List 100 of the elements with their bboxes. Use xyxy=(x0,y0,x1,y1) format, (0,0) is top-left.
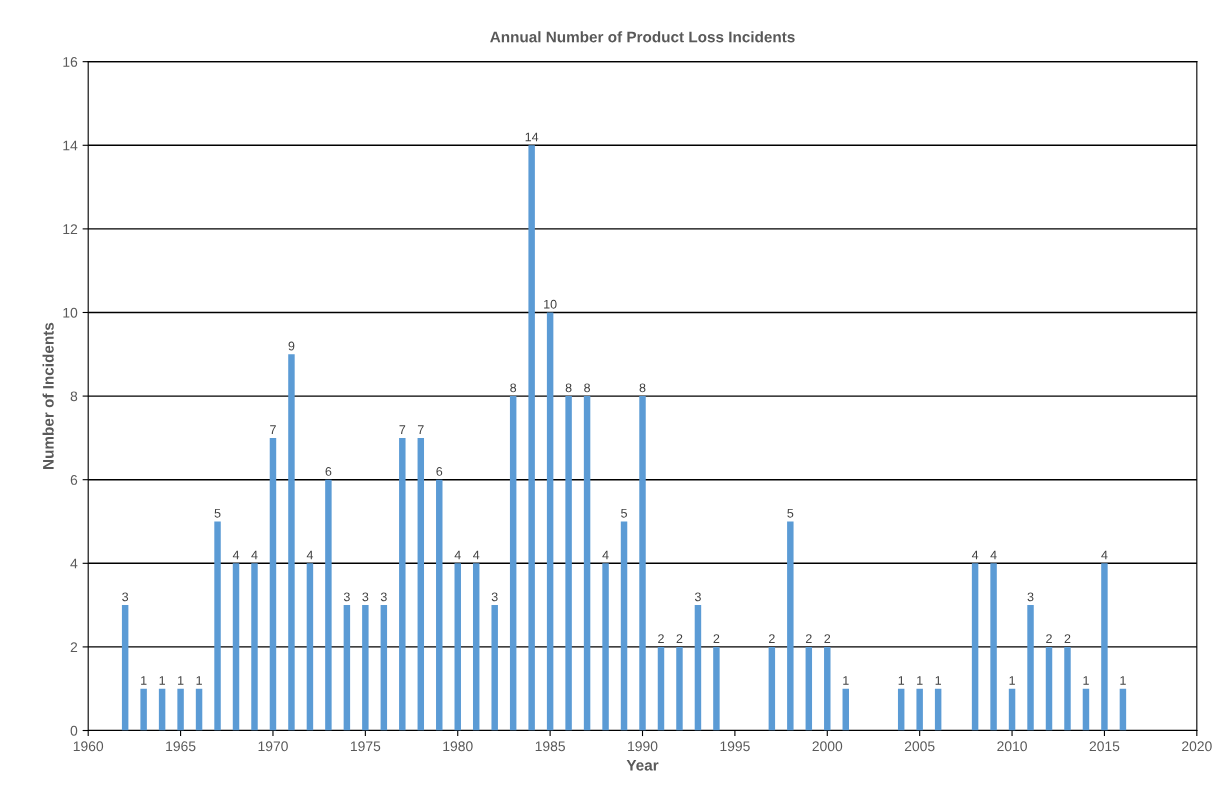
data-label: 7 xyxy=(270,425,276,434)
data-label: 4 xyxy=(1101,550,1108,560)
bar xyxy=(639,396,646,731)
data-label: 6 xyxy=(325,466,332,476)
y-tick-label: 6 xyxy=(70,475,78,485)
x-tick-label: 2010 xyxy=(997,741,1027,752)
bar xyxy=(362,605,369,731)
bar xyxy=(417,437,425,731)
bar xyxy=(509,396,517,731)
bar xyxy=(528,145,535,731)
bar xyxy=(805,646,813,731)
bar xyxy=(787,521,794,731)
data-label: 4 xyxy=(990,550,997,560)
bar xyxy=(177,688,184,731)
bar xyxy=(713,646,720,731)
data-label: 4 xyxy=(454,550,461,560)
bar xyxy=(1119,688,1127,731)
data-label: 5 xyxy=(621,508,627,518)
y-tick-label: 10 xyxy=(63,307,78,318)
data-label: 1 xyxy=(159,676,165,685)
data-label: 1 xyxy=(1120,676,1126,685)
chart-title: Annual Number of Product Loss Incidents xyxy=(490,31,795,43)
y-tick-label: 0 xyxy=(70,725,78,736)
bar xyxy=(1101,563,1108,731)
x-tick-label: 1970 xyxy=(258,741,288,752)
x-axis-title: Year xyxy=(626,759,659,771)
x-tick-label: 2015 xyxy=(1089,741,1120,752)
bar xyxy=(343,605,351,731)
x-tick-label: 1985 xyxy=(535,741,565,752)
data-label: 4 xyxy=(306,550,314,560)
data-label: 1 xyxy=(917,676,923,685)
bar xyxy=(436,479,443,731)
x-tick-label: 2000 xyxy=(812,741,843,752)
data-label: 1 xyxy=(196,676,202,685)
data-label: 8 xyxy=(510,383,517,393)
data-label: 3 xyxy=(362,592,369,602)
data-label: 1 xyxy=(935,676,942,685)
data-label: 6 xyxy=(436,466,443,476)
data-label: 2 xyxy=(1046,634,1052,643)
bar xyxy=(1082,688,1090,731)
data-label: 3 xyxy=(380,592,387,602)
data-label: 2 xyxy=(658,634,664,643)
data-label: 3 xyxy=(694,592,701,602)
x-tick-label: 1980 xyxy=(443,741,473,752)
data-label: 2 xyxy=(713,634,720,643)
x-tick-label: 1960 xyxy=(73,741,104,752)
bar xyxy=(491,605,498,731)
y-axis-title: Number of Incidents xyxy=(42,322,54,469)
bar xyxy=(897,688,905,731)
bar xyxy=(325,479,332,731)
x-tick-label: 1965 xyxy=(166,741,196,752)
data-label: 7 xyxy=(399,425,406,434)
data-label: 7 xyxy=(417,425,424,434)
data-label: 8 xyxy=(639,383,646,393)
y-tick-label: 12 xyxy=(63,224,78,234)
data-label: 4 xyxy=(232,550,240,560)
bar xyxy=(399,437,406,731)
data-label: 1 xyxy=(141,676,147,685)
bar xyxy=(824,646,831,731)
bar xyxy=(288,354,295,731)
data-label: 4 xyxy=(473,550,480,560)
bar xyxy=(934,688,942,731)
data-label: 3 xyxy=(1027,592,1034,602)
bar xyxy=(380,605,388,731)
bar xyxy=(251,563,258,731)
bar xyxy=(158,688,166,731)
bar xyxy=(306,563,314,731)
data-label: 2 xyxy=(676,634,683,643)
data-label: 4 xyxy=(602,550,609,560)
data-label: 8 xyxy=(584,383,591,393)
bar xyxy=(269,437,277,731)
data-label: 3 xyxy=(122,592,129,602)
y-tick-label: 2 xyxy=(70,642,78,652)
bar xyxy=(1008,688,1016,731)
bar xyxy=(214,521,221,731)
data-label: 8 xyxy=(565,383,572,393)
data-label: 3 xyxy=(491,592,498,602)
bar xyxy=(195,688,203,731)
bar xyxy=(916,688,923,731)
data-label: 3 xyxy=(343,592,350,602)
data-label: 9 xyxy=(288,341,295,351)
data-label: 4 xyxy=(971,550,979,560)
bar xyxy=(768,646,776,731)
y-tick-label: 8 xyxy=(70,391,78,402)
y-tick-label: 14 xyxy=(63,140,78,151)
data-label: 1 xyxy=(1083,676,1089,685)
bar xyxy=(620,521,628,731)
bar xyxy=(694,605,702,731)
y-tick-label: 4 xyxy=(70,558,78,569)
data-label: 1 xyxy=(843,676,849,685)
data-label: 2 xyxy=(769,634,775,643)
x-tick-label: 1990 xyxy=(628,741,658,752)
bar xyxy=(583,396,591,731)
bar xyxy=(472,563,480,731)
x-tick-label: 2005 xyxy=(904,741,935,752)
data-label: 2 xyxy=(1064,634,1071,643)
x-tick-label: 1975 xyxy=(350,741,381,752)
bar xyxy=(140,688,147,731)
data-label: 5 xyxy=(214,508,221,518)
bar xyxy=(657,646,665,731)
